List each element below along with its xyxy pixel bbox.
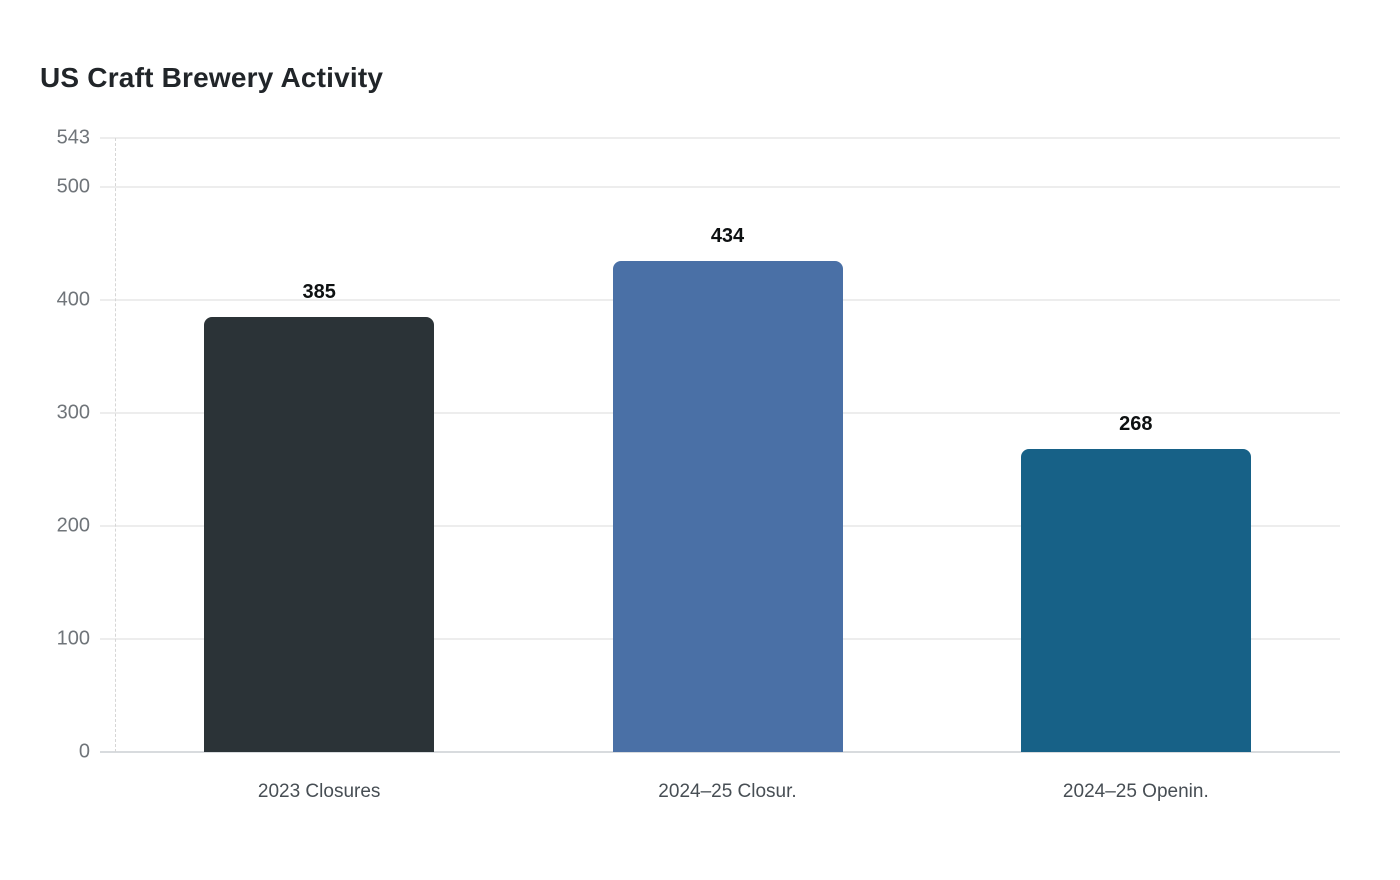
bar-value-label: 434 — [710, 225, 745, 248]
y-axis-line — [115, 138, 116, 752]
gridline — [100, 185, 1340, 188]
x-axis-line — [100, 751, 1340, 753]
bar — [1020, 448, 1251, 752]
y-tick-label: 200 — [56, 514, 90, 537]
x-category-label: 2024–25 Openin. — [1062, 781, 1209, 802]
bar — [204, 316, 435, 752]
x-category-label: 2024–25 Closur. — [658, 781, 797, 802]
y-tick-label: 100 — [56, 627, 90, 650]
bar — [612, 261, 843, 752]
x-category-label: 2023 Closures — [257, 781, 381, 802]
y-tick-label: 0 — [78, 740, 90, 763]
y-tick-label: 300 — [56, 401, 90, 424]
bar-value-label: 268 — [1119, 412, 1153, 435]
y-tick-label: 400 — [56, 288, 90, 311]
chart-title: US Craft Brewery Activity — [40, 62, 384, 93]
y-tick-label: 543 — [56, 126, 90, 149]
y-tick-label: 500 — [56, 175, 90, 198]
gridline — [100, 137, 1340, 139]
bar-value-label: 385 — [302, 280, 336, 303]
